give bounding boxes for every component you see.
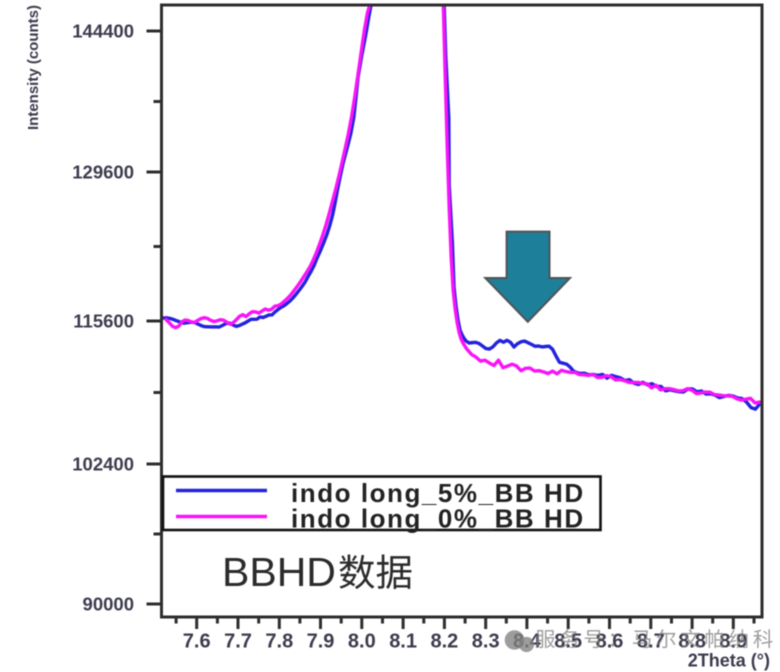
svg-text:115600: 115600 [73, 311, 134, 332]
svg-text:indo long_0%_BB HD: indo long_0%_BB HD [291, 504, 585, 534]
svg-text:8.2: 8.2 [430, 631, 458, 653]
svg-text:BBHD: BBHD [222, 549, 336, 595]
svg-text:indo long_5%_BB HD: indo long_5%_BB HD [291, 478, 585, 508]
svg-text:7.9: 7.9 [307, 631, 335, 653]
svg-text:2Theta (°): 2Theta (°) [688, 651, 770, 671]
svg-text:8.6: 8.6 [596, 631, 624, 653]
svg-text:8.3: 8.3 [472, 631, 500, 653]
svg-text:8.0: 8.0 [348, 631, 376, 653]
svg-text:8.1: 8.1 [389, 631, 417, 653]
svg-text:7.8: 7.8 [265, 631, 293, 653]
svg-text:90000: 90000 [83, 594, 134, 615]
svg-text:Intensity (counts): Intensity (counts) [25, 5, 42, 130]
svg-text:129600: 129600 [72, 162, 134, 183]
svg-text:7.6: 7.6 [183, 631, 211, 653]
svg-text:144400: 144400 [72, 21, 134, 42]
svg-text:7.7: 7.7 [224, 631, 252, 653]
svg-text:102400: 102400 [72, 454, 134, 475]
